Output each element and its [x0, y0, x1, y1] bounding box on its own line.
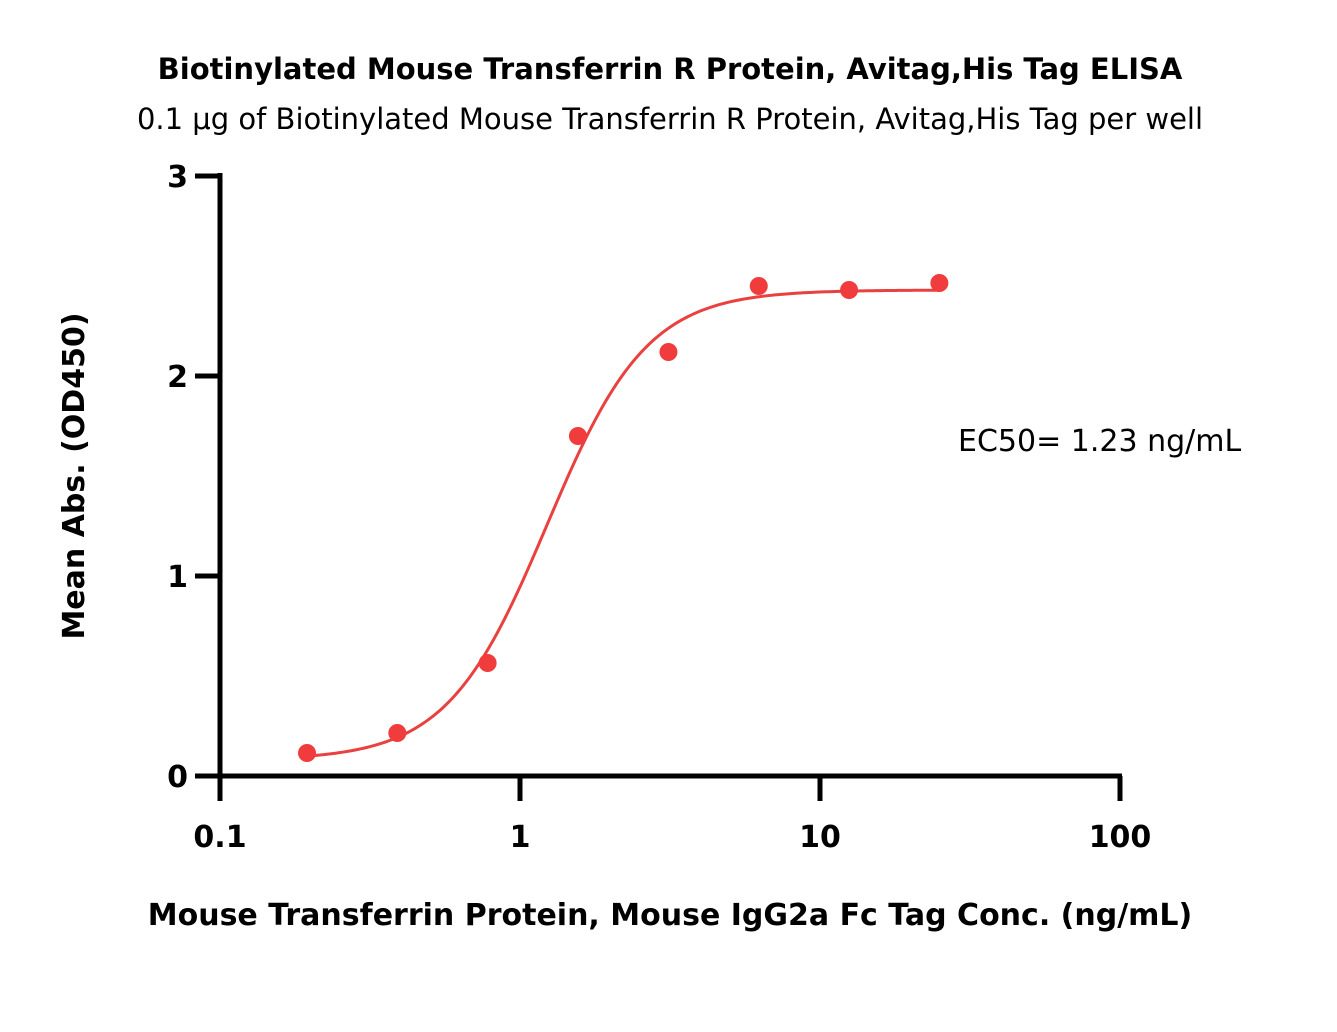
data-point [749, 277, 768, 295]
y-tick-label: 2 [167, 360, 188, 395]
data-point [298, 744, 317, 762]
data-point [478, 654, 497, 672]
chart-title: Biotinylated Mouse Transferrin R Protein… [158, 52, 1183, 86]
x-tick-label: 100 [1089, 820, 1152, 855]
data-point [840, 281, 859, 299]
x-tick-label: 0.1 [193, 820, 246, 855]
data-point [659, 343, 678, 361]
chart-subtitle: 0.1 μg of Biotinylated Mouse Transferrin… [137, 102, 1203, 136]
data-point [568, 427, 587, 445]
y-ticks: 0 1 2 3 [167, 160, 220, 795]
x-tick-label: 1 [510, 820, 531, 855]
y-axis-label: Mean Abs. (OD450) [57, 312, 92, 639]
x-tick-label: 10 [799, 820, 841, 855]
data-points [298, 274, 949, 762]
y-tick-label: 1 [167, 560, 188, 595]
y-tick-label: 3 [167, 160, 188, 195]
x-axis-label: Mouse Transferrin Protein, Mouse IgG2a F… [148, 898, 1193, 933]
y-tick-label: 0 [167, 760, 188, 795]
x-ticks: 0.1 1 10 100 [193, 776, 1151, 855]
data-point [388, 724, 407, 742]
data-point [930, 274, 949, 292]
ec50-annotation: EC50= 1.23 ng/mL [958, 424, 1241, 459]
fit-curve [306, 288, 940, 758]
